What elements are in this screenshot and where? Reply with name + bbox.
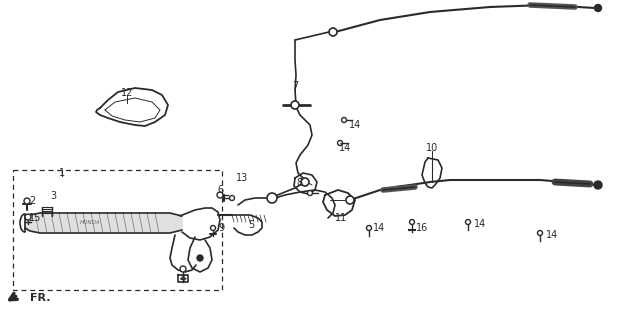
- Bar: [13, 170, 222, 290]
- Circle shape: [229, 196, 234, 201]
- Polygon shape: [25, 213, 182, 233]
- Circle shape: [267, 193, 277, 203]
- Circle shape: [337, 140, 342, 146]
- Circle shape: [342, 117, 347, 123]
- Circle shape: [409, 220, 414, 225]
- Text: 14: 14: [349, 120, 361, 130]
- Text: 14: 14: [546, 230, 558, 240]
- Circle shape: [24, 198, 30, 204]
- Circle shape: [329, 28, 337, 36]
- Text: 10: 10: [426, 143, 438, 153]
- Circle shape: [594, 4, 601, 12]
- Text: 14: 14: [339, 143, 351, 153]
- Circle shape: [211, 226, 216, 230]
- Circle shape: [307, 190, 312, 196]
- Text: 5: 5: [248, 220, 255, 230]
- Circle shape: [217, 192, 223, 198]
- Text: 2: 2: [29, 196, 35, 206]
- Text: 6: 6: [217, 185, 223, 195]
- Circle shape: [197, 255, 203, 261]
- Circle shape: [346, 196, 354, 204]
- Text: 11: 11: [335, 213, 347, 223]
- Circle shape: [594, 181, 602, 189]
- Text: 14: 14: [474, 219, 487, 229]
- Circle shape: [301, 178, 309, 186]
- Circle shape: [537, 230, 542, 236]
- Text: 14: 14: [373, 223, 385, 233]
- Circle shape: [25, 214, 31, 220]
- Text: 16: 16: [416, 223, 428, 233]
- Text: 9: 9: [218, 223, 224, 233]
- Text: 7: 7: [292, 81, 298, 91]
- Text: HONDA: HONDA: [80, 220, 100, 226]
- Text: 13: 13: [236, 173, 248, 183]
- Text: FR.: FR.: [30, 293, 51, 303]
- Circle shape: [291, 101, 299, 109]
- Text: 3: 3: [50, 191, 56, 201]
- Circle shape: [465, 220, 470, 225]
- Text: 4: 4: [180, 274, 186, 284]
- Text: 8: 8: [296, 178, 302, 188]
- Text: 1: 1: [59, 168, 65, 178]
- Text: 12: 12: [121, 88, 133, 98]
- Circle shape: [367, 226, 372, 230]
- Circle shape: [180, 266, 186, 272]
- Text: 15: 15: [29, 213, 41, 223]
